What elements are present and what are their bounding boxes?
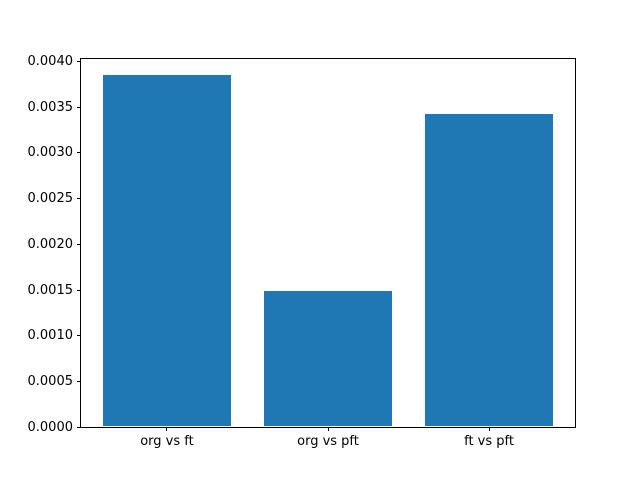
y-tick-label: 0.0010 bbox=[27, 328, 74, 344]
y-tick-mark bbox=[76, 152, 80, 154]
y-tick-mark bbox=[76, 106, 80, 108]
y-tick-label: 0.0005 bbox=[27, 373, 74, 389]
y-tick-mark bbox=[76, 198, 80, 200]
x-tick-mark bbox=[166, 427, 168, 431]
x-tick-mark bbox=[488, 427, 490, 431]
y-tick-label: 0.0025 bbox=[27, 191, 74, 207]
bar-org-vs-ft bbox=[102, 75, 232, 427]
y-tick-label: 0.0035 bbox=[27, 99, 74, 115]
y-tick-mark bbox=[76, 426, 80, 428]
y-tick-mark bbox=[76, 335, 80, 337]
y-tick-label: 0.0040 bbox=[27, 53, 74, 69]
y-tick-mark bbox=[76, 60, 80, 62]
y-tick-mark bbox=[76, 380, 80, 382]
x-tick-label: ft vs pft bbox=[464, 433, 514, 449]
y-tick-label: 0.0020 bbox=[27, 236, 74, 252]
y-tick-mark bbox=[76, 243, 80, 245]
bar-ft-vs-pft bbox=[424, 113, 554, 427]
x-tick-label: org vs pft bbox=[297, 433, 359, 449]
x-tick-label: org vs ft bbox=[140, 433, 194, 449]
y-tick-label: 0.0000 bbox=[27, 419, 74, 435]
y-tick-label: 0.0015 bbox=[27, 282, 74, 298]
y-tick-label: 0.0030 bbox=[27, 145, 74, 161]
bar-org-vs-pft bbox=[263, 290, 393, 427]
y-tick-mark bbox=[76, 289, 80, 291]
x-tick-mark bbox=[327, 427, 329, 431]
